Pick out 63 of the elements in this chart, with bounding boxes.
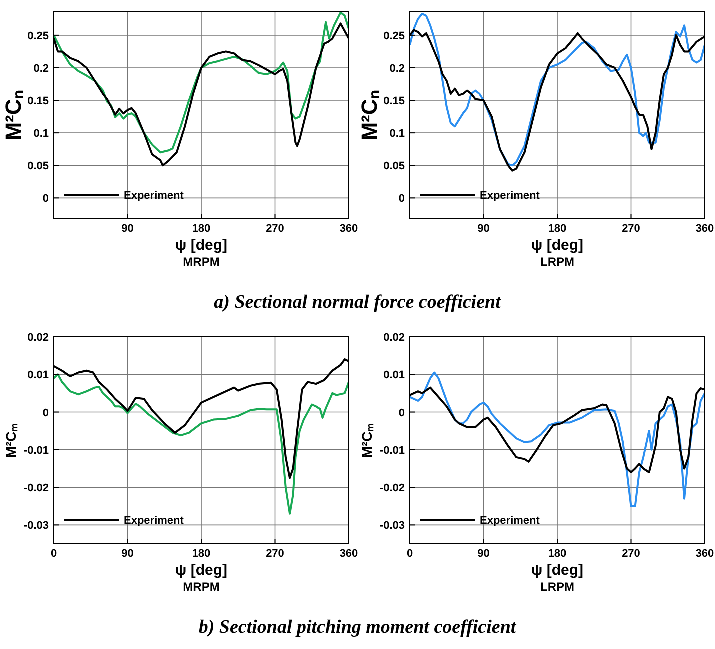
y-tick-label: -0.01 [24,444,49,457]
text: LRPM [540,580,574,594]
x-tick-label: 270 [622,223,640,235]
y-axis-title: M²Cₙ [1,90,26,141]
y-tick-label: 0.02 [384,332,405,344]
y-axis-title: M²Cₙ [357,90,382,141]
y-tick-label: -0.02 [380,482,405,495]
y-tick-label: 0 [398,407,405,420]
y-tick-label: 0.1 [390,128,405,140]
y-tick-label: -0.02 [24,482,49,495]
x-tick-label: 360 [696,223,714,235]
y-tick-label: 0 [398,193,405,206]
y-tick-label: 0.25 [384,30,405,42]
y-tick-label: 0.15 [384,96,405,108]
x-tick-label: 90 [478,223,490,235]
x-tick-label: 270 [266,223,284,235]
y-tick-label: -0.03 [380,520,405,532]
line-series [54,374,349,515]
legend-label: Experiment [124,190,184,202]
x-tick-label: 270 [622,548,640,560]
x-tick-label: 0 [50,548,58,560]
y-axis-title: M²Cₘ [359,422,375,458]
x-tick-label: 180 [192,223,211,235]
x-tick-label: 0 [406,548,414,560]
x-tick-label: 360 [340,548,358,560]
line-series [410,372,705,508]
x-axis-title: ψ [deg] [175,562,228,579]
x-tick-label: 90 [478,548,490,560]
x-tick-label: 180 [192,548,211,560]
y-tick-label: 0 [42,193,49,206]
y-tick-label: 0.02 [28,332,49,344]
y-axis-title: M²Cₘ [3,422,19,458]
x-tick-label: 90 [122,223,134,235]
y-tick-label: 0.15 [28,96,49,108]
text: b) Sectional pitching moment coefficient [198,617,517,638]
x-tick-label: 360 [696,548,714,560]
x-tick-label: 180 [548,223,567,235]
x-tick-label: 360 [340,223,358,235]
x-tick-label: 270 [266,548,284,560]
legend-label: Experiment [480,515,540,527]
y-tick-label: 0.01 [28,370,49,382]
y-tick-label: 0.25 [28,30,49,42]
y-tick-label: 0.2 [390,62,405,75]
y-tick-label: 0.05 [28,160,49,173]
legend-label: Experiment [124,515,184,527]
x-axis-title: ψ [deg] [531,562,584,579]
y-tick-label: 0.01 [384,370,405,382]
text: MRPM [183,580,220,594]
y-tick-label: 0.2 [34,62,49,75]
line-series [54,12,349,154]
legend-label: Experiment [480,190,540,202]
text: a) Sectional normal force coefficient [214,292,502,313]
x-tick-label: 90 [122,548,134,560]
y-tick-label: 0.1 [34,128,49,140]
y-tick-label: 0.05 [384,160,405,173]
x-axis-title: ψ [deg] [175,237,228,254]
y-tick-label: 0 [42,407,49,420]
y-tick-label: -0.01 [380,444,405,457]
x-tick-label: 180 [548,548,567,560]
text: LRPM [540,255,574,269]
text: MRPM [183,255,220,269]
y-tick-label: -0.03 [24,520,49,532]
x-axis-title: ψ [deg] [531,237,584,254]
